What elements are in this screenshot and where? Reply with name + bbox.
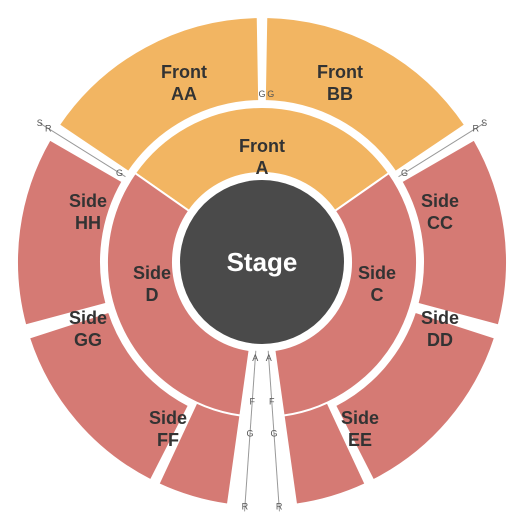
label-side-ee-1: Side: [341, 408, 379, 428]
label-front-a-2: A: [256, 158, 269, 178]
label-side-ee-2: EE: [348, 430, 372, 450]
label-side-cc-2: CC: [427, 213, 453, 233]
label-side-dd-1: Side: [421, 308, 459, 328]
row-marker: R: [45, 123, 52, 133]
seating-chart: StageFrontASideCSideDFrontAAFrontBBSideC…: [0, 0, 525, 525]
label-side-ff-2: FF: [157, 430, 179, 450]
row-marker: G: [270, 429, 277, 439]
row-marker: S: [481, 118, 487, 128]
row-marker: R: [276, 501, 283, 511]
row-marker: A: [266, 353, 272, 363]
row-marker: S: [37, 118, 43, 128]
row-marker: G: [116, 168, 123, 178]
label-front-aa-2: AA: [171, 84, 197, 104]
label-side-c-2: C: [371, 285, 384, 305]
row-marker: R: [242, 501, 249, 511]
row-marker: G: [267, 89, 274, 99]
row-marker: F: [249, 397, 255, 407]
label-side-gg-1: Side: [69, 308, 107, 328]
label-front-bb-1: Front: [317, 62, 363, 82]
label-side-dd-2: DD: [427, 330, 453, 350]
row-marker: G: [258, 89, 265, 99]
label-side-d-2: D: [146, 285, 159, 305]
row-marker: A: [252, 353, 258, 363]
stage-label: Stage: [227, 247, 298, 277]
label-side-c-1: Side: [358, 263, 396, 283]
label-front-aa-1: Front: [161, 62, 207, 82]
label-side-gg-2: GG: [74, 330, 102, 350]
label-side-ff-1: Side: [149, 408, 187, 428]
label-front-a-1: Front: [239, 136, 285, 156]
row-marker: G: [246, 429, 253, 439]
label-front-bb-2: BB: [327, 84, 353, 104]
label-side-cc-1: Side: [421, 191, 459, 211]
row-marker: F: [269, 397, 275, 407]
label-side-d-1: Side: [133, 263, 171, 283]
row-marker: R: [472, 123, 479, 133]
label-side-hh-1: Side: [69, 191, 107, 211]
row-marker: G: [401, 168, 408, 178]
label-side-hh-2: HH: [75, 213, 101, 233]
